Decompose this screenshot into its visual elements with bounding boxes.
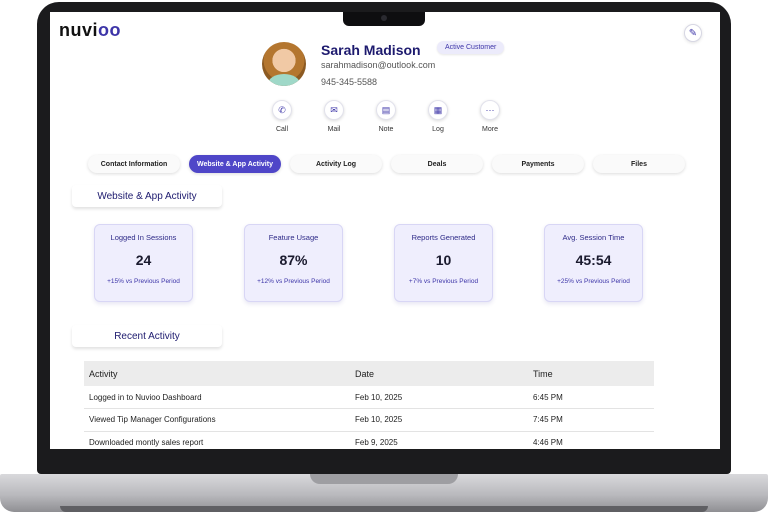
tab-deals[interactable]: Deals xyxy=(391,155,483,173)
metric-value: 24 xyxy=(135,252,152,268)
metric-value: 87% xyxy=(279,252,308,268)
edit-button[interactable]: ✎ xyxy=(684,24,702,42)
customer-phone: 945-345-5588 xyxy=(321,77,378,87)
camera-notch xyxy=(343,12,425,26)
time-cell: 6:45 PM xyxy=(528,386,654,409)
laptop-base-notch xyxy=(310,474,458,484)
call-action[interactable]: ✆ Call xyxy=(270,100,294,133)
action-label: More xyxy=(482,126,498,133)
screen: nuvioo ✎ Sarah Madison Active Customer s… xyxy=(50,12,720,449)
metric-value: 10 xyxy=(435,252,452,268)
metric-title: Logged In Sessions xyxy=(110,233,177,242)
action-label: Log xyxy=(432,126,444,133)
metric-card-feature-usage: Feature Usage 87% +12% vs Previous Perio… xyxy=(244,224,343,302)
activity-cell: Downloaded montly sales report xyxy=(84,431,350,449)
action-label: Note xyxy=(378,126,394,133)
status-badge: Active Customer xyxy=(437,41,505,54)
metric-card-session-time: Avg. Session Time 45:54 +25% vs Previous… xyxy=(544,224,643,302)
column-header-date[interactable]: Date xyxy=(350,361,528,386)
metric-value: 45:54 xyxy=(575,252,612,268)
note-action[interactable]: ▤ Note xyxy=(374,100,398,133)
more-action[interactable]: ··· More xyxy=(478,100,502,133)
action-label: Mail xyxy=(327,126,341,133)
tab-website-app-activity[interactable]: Website & App Activity xyxy=(189,155,281,173)
table-row[interactable]: Logged in to Nuvioo Dashboard Feb 10, 20… xyxy=(84,386,654,409)
logo-mark: oo xyxy=(98,20,122,40)
metric-delta: +7% vs Previous Period xyxy=(408,278,479,285)
laptop-base-shadow xyxy=(60,506,708,512)
tab-activity-log[interactable]: Activity Log xyxy=(290,155,382,173)
metric-title: Feature Usage xyxy=(268,233,319,242)
table-header-row: Activity Date Time xyxy=(84,361,654,386)
recent-section-title: Recent Activity xyxy=(72,325,222,347)
metric-title: Avg. Session Time xyxy=(562,233,625,242)
customer-name: Sarah Madison xyxy=(321,42,421,58)
mail-icon[interactable]: ✉ xyxy=(324,100,344,120)
metric-card-sessions: Logged In Sessions 24 +15% vs Previous P… xyxy=(94,224,193,302)
activity-metrics: Logged In Sessions 24 +15% vs Previous P… xyxy=(94,224,643,302)
quick-actions: ✆ Call ✉ Mail ▤ Note ▦ Log ··· More xyxy=(270,100,502,133)
date-cell: Feb 9, 2025 xyxy=(350,431,528,449)
tab-contact-information[interactable]: Contact Information xyxy=(88,155,180,173)
nuvioo-logo: nuvioo xyxy=(59,20,121,41)
metric-delta: +15% vs Previous Period xyxy=(107,278,180,285)
column-header-activity[interactable]: Activity xyxy=(84,361,350,386)
table-row[interactable]: Viewed Tip Manager Configurations Feb 10… xyxy=(84,408,654,432)
mail-action[interactable]: ✉ Mail xyxy=(322,100,346,133)
clipboard-icon[interactable]: ▦ xyxy=(428,100,448,120)
note-icon[interactable]: ▤ xyxy=(376,100,396,120)
profile-tabs: Contact Information Website & App Activi… xyxy=(88,155,685,173)
activity-section-title: Website & App Activity xyxy=(72,185,222,207)
recent-activity-table: Activity Date Time Logged in to Nuvioo D… xyxy=(84,361,654,449)
phone-icon[interactable]: ✆ xyxy=(272,100,292,120)
customer-email: sarahmadison@outlook.com xyxy=(321,60,436,70)
tab-payments[interactable]: Payments xyxy=(492,155,584,173)
activity-cell: Logged in to Nuvioo Dashboard xyxy=(84,386,350,409)
logo-text: nuvi xyxy=(59,20,99,40)
time-cell: 4:46 PM xyxy=(528,431,654,449)
metric-delta: +25% vs Previous Period xyxy=(557,278,630,285)
activity-cell: Viewed Tip Manager Configurations xyxy=(84,408,350,432)
date-cell: Feb 10, 2025 xyxy=(350,386,528,409)
time-cell: 7:45 PM xyxy=(528,408,654,432)
tab-files[interactable]: Files xyxy=(593,155,685,173)
more-icon[interactable]: ··· xyxy=(480,100,500,120)
column-header-time[interactable]: Time xyxy=(528,361,654,386)
pencil-icon: ✎ xyxy=(688,27,698,39)
metric-title: Reports Generated xyxy=(411,233,476,242)
action-label: Call xyxy=(275,126,289,133)
avatar xyxy=(262,42,306,86)
metric-delta: +12% vs Previous Period xyxy=(257,278,330,285)
table-row[interactable]: Downloaded montly sales report Feb 9, 20… xyxy=(84,431,654,449)
log-action[interactable]: ▦ Log xyxy=(426,100,450,133)
date-cell: Feb 10, 2025 xyxy=(350,408,528,432)
metric-card-reports: Reports Generated 10 +7% vs Previous Per… xyxy=(394,224,493,302)
